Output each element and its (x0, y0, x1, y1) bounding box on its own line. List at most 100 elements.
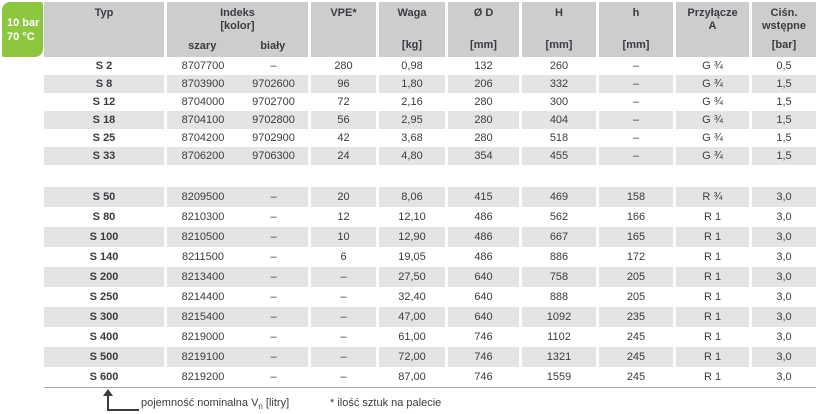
cell-waga: 19,05 (379, 247, 448, 267)
przylacze-a: A (708, 20, 717, 32)
cell-indeks-szary: 8219000 (181, 331, 225, 343)
cell-cisn: 3,0 (752, 347, 816, 367)
table-row: S 33 8706200 9706300 24 4,80 354 455 – G… (44, 147, 816, 165)
cell-indeks-szary: 8214400 (181, 291, 225, 303)
subscript-n: n (258, 402, 263, 412)
nominal-volume-note: pojemność nominalna Vn [litry] (141, 397, 290, 412)
cell-indeks-bialy: 9706300 (239, 147, 311, 165)
col-header-H: H [mm] (522, 2, 599, 57)
cell-vpe: – (311, 267, 379, 287)
cell-typ: S 2 (44, 57, 167, 75)
cell-indeks-szary: 8706200 (167, 147, 239, 165)
cell-typ: S 33 (44, 147, 167, 165)
cell-indeks-szary: 8219100 (167, 347, 239, 367)
waga-unit: [kg] (401, 39, 423, 51)
cell-vpe: – (311, 367, 379, 387)
cell-waga: 8,06 (379, 187, 448, 207)
cell-indeks-szary: 8219200 (181, 371, 225, 383)
cell-od: 640 (448, 287, 522, 307)
cell-przylacze: G ¾ (676, 111, 752, 129)
cell-przylacze: G ¾ (676, 93, 752, 111)
cell-cisn: 0,5 (776, 60, 792, 72)
cell-indeks-bialy: 9702700 (239, 93, 311, 111)
cell-przylacze: R 1 (676, 227, 752, 247)
cell-typ: S 400 (44, 327, 167, 347)
cell-od: 280 (448, 93, 522, 111)
cell-od: 746 (448, 327, 522, 347)
col-header-h: h [mm] (599, 2, 676, 57)
cell-typ: S 250 (44, 287, 167, 307)
cell-indeks-szary: 8215400 (167, 307, 239, 327)
cell-cisn: 1,5 (776, 96, 792, 108)
cell-vpe: 280 (311, 57, 379, 75)
cell-indeks-szary: 8704200 (181, 132, 225, 144)
table-row: S 250 8214400 – – 32,40 640 888 205 R 1 … (44, 287, 816, 307)
cell-H: 1321 (522, 347, 599, 367)
cell-typ: S 500 (44, 347, 167, 367)
cisn-title: Ciśn. (770, 7, 798, 19)
cell-waga: 0,98 (379, 57, 448, 75)
cell-vpe: 10 (311, 227, 379, 247)
cell-h: 205 (599, 267, 676, 287)
cell-waga: 4,80 (379, 147, 448, 165)
table-row: S 400 8219000 – – 61,00 746 1102 245 R 1… (44, 327, 816, 347)
cell-vpe: – (311, 287, 379, 307)
cell-cisn: 3,0 (776, 251, 792, 263)
cell-cisn: 3,0 (776, 371, 792, 383)
table-row: S 2 8707700 – 280 0,98 132 260 – G ¾ 0,5 (44, 57, 816, 75)
cell-h: – (599, 111, 676, 129)
cell-typ: S 50 (44, 187, 167, 207)
cell-przylacze: R 1 (676, 307, 752, 327)
table-row: S 500 8219100 – – 72,00 746 1321 245 R 1… (44, 347, 816, 367)
rating-badge: 10 bar 70 °C (2, 2, 43, 57)
cell-vpe: 56 (311, 111, 379, 129)
cell-indeks-bialy: – (239, 347, 311, 367)
cell-vpe: 6 (311, 247, 379, 267)
cell-typ: S 8 (44, 75, 167, 93)
indeks-kolor: [kolor] (220, 20, 255, 32)
cell-przylacze: R 1 (676, 367, 752, 387)
cell-cisn: 3,0 (752, 307, 816, 327)
cell-cisn: 3,0 (752, 227, 816, 247)
arrow-up-icon (103, 389, 113, 396)
od-unit: [mm] (470, 39, 497, 51)
cell-przylacze: R 1 (676, 247, 752, 267)
cell-cisn: 3,0 (776, 291, 792, 303)
cell-H: 1559 (522, 367, 599, 387)
cell-typ: S 300 (44, 307, 167, 327)
cell-h: 245 (599, 367, 676, 387)
cell-od: 486 (448, 247, 522, 267)
subcol-szary: szary (188, 40, 217, 52)
cell-vpe: 12 (311, 207, 379, 227)
cell-H: 332 (522, 75, 599, 93)
cell-indeks-bialy: – (239, 267, 311, 287)
cell-indeks-bialy: – (239, 207, 311, 227)
cell-H: 260 (522, 57, 599, 75)
cell-waga: 1,80 (379, 75, 448, 93)
cell-h: – (599, 147, 676, 165)
cell-przylacze: G ¾ (676, 129, 752, 147)
cell-H: 758 (522, 267, 599, 287)
cell-waga: 61,00 (379, 327, 448, 347)
cell-typ: S 140 (44, 247, 167, 267)
cell-vpe: 24 (311, 147, 379, 165)
cell-indeks-bialy: 9702600 (239, 75, 311, 93)
header-row: Typ Indeks [kolor] szary biały (44, 2, 816, 57)
table-row: S 25 8704200 9702900 42 3,68 280 518 – G… (44, 129, 816, 147)
table-row: S 100 8210500 – 10 12,90 486 667 165 R 1… (44, 227, 816, 247)
table-row: S 80 8210300 – 12 12,10 486 562 166 R 1 … (44, 207, 816, 227)
table-row: S 8 8703900 9702600 96 1,80 206 332 – G … (44, 75, 816, 93)
cell-typ: S 100 (44, 227, 167, 247)
cell-przylacze: G ¾ (676, 57, 752, 75)
cell-h: – (599, 129, 676, 147)
col-header-od: Ø D [mm] (448, 2, 522, 57)
cell-vpe: 96 (311, 75, 379, 93)
cell-cisn: 3,0 (752, 267, 816, 287)
cell-od: 486 (448, 207, 522, 227)
cisn-sub: wstępne (761, 20, 806, 32)
cell-od: 132 (448, 57, 522, 75)
cell-h: 158 (599, 187, 676, 207)
cell-vpe: 72 (311, 93, 379, 111)
cell-od: 640 (448, 267, 522, 287)
cell-H: 667 (522, 227, 599, 247)
